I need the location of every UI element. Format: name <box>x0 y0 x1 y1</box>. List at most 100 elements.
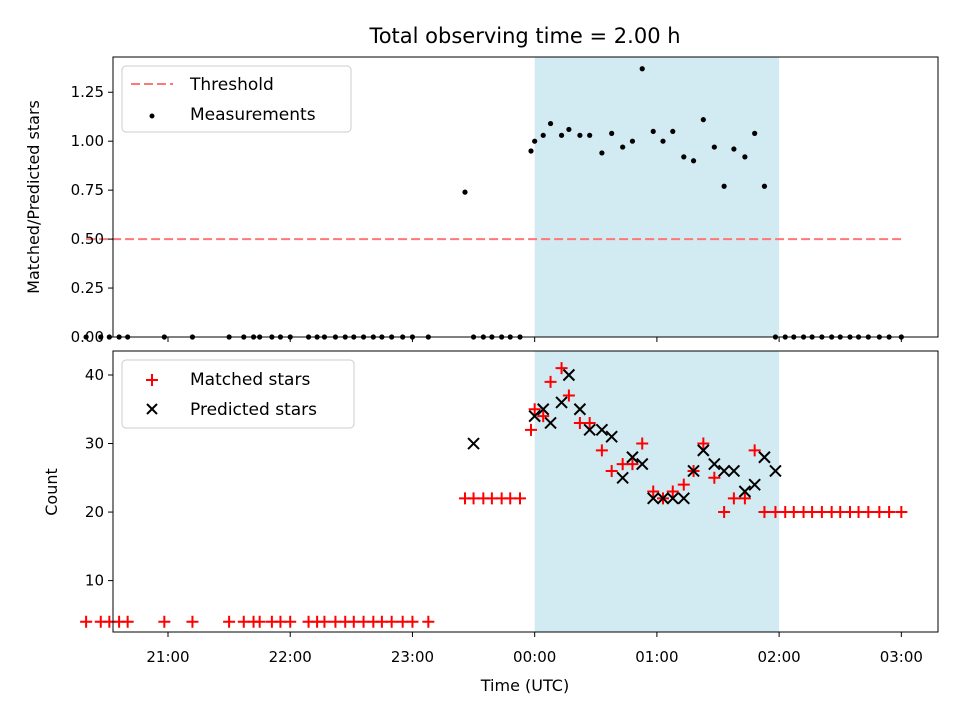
measurement-point <box>742 154 748 160</box>
bottom-y-axis-label: Count <box>42 468 61 516</box>
measurement-point <box>83 334 89 340</box>
top-legend: Threshold Measurements <box>121 65 352 133</box>
legend-threshold-label: Threshold <box>189 75 274 95</box>
top-legend-box <box>121 65 352 133</box>
measurement-point <box>547 120 554 127</box>
measurement-point <box>752 130 758 136</box>
top-y-tick-label: 0.75 <box>71 181 104 199</box>
x-tick-label: 00:00 <box>513 648 556 666</box>
predicted-star-point <box>573 403 587 416</box>
matched-star-point <box>318 615 331 628</box>
matched-star-point <box>738 492 751 505</box>
measurement-point <box>462 189 468 195</box>
predicted-star-point <box>748 478 761 491</box>
matched-star-point <box>647 485 660 498</box>
predicted-star-point <box>636 457 649 471</box>
matched-star-point <box>626 458 639 471</box>
measurement-point <box>620 144 626 150</box>
predicted-star-point <box>656 492 670 505</box>
bottom-y-tick-label: 30 <box>85 435 104 453</box>
predicted-star-point <box>583 423 596 437</box>
predicted-star-point <box>562 368 576 382</box>
matched-star-point <box>758 506 771 519</box>
legend-measurements-label: Measurements <box>190 105 316 125</box>
legend-predicted-label: Predicted stars <box>190 400 317 420</box>
matched-star-point <box>537 410 550 423</box>
matched-star-point <box>385 615 398 628</box>
x-tick-label: 21:00 <box>146 648 189 666</box>
predicted-star-point <box>595 423 609 437</box>
bottom-legend: Matched stars Predicted stars <box>121 359 355 429</box>
measurement-point <box>690 158 697 164</box>
predicted-star-point <box>727 464 741 478</box>
matched-star-point <box>525 423 537 436</box>
measurement-point <box>761 183 768 189</box>
measurement-point <box>660 138 666 144</box>
bottom-axes-frame <box>112 350 939 633</box>
matched-star-point <box>158 615 171 628</box>
measurement-point <box>721 183 727 189</box>
matched-star-point <box>636 437 649 450</box>
measurement-point <box>599 150 605 156</box>
matched-star-point <box>80 615 93 628</box>
matched-star-point <box>708 471 721 484</box>
measurement-point <box>650 128 656 135</box>
top-y-tick-label: 1.00 <box>71 132 104 150</box>
measurement-point <box>629 138 636 144</box>
top-y-tick-label: 0.50 <box>71 230 104 248</box>
measurement-point <box>577 132 583 138</box>
matched-star-point <box>895 506 908 519</box>
measurement-point <box>528 148 534 154</box>
matched-star-point <box>555 362 568 375</box>
bottom-y-tick-label: 40 <box>85 366 104 384</box>
measurement-point <box>700 117 706 123</box>
matched-star-point <box>253 615 266 628</box>
measurement-point <box>540 132 546 138</box>
measurement-point <box>681 154 687 160</box>
predicted-star-point <box>666 492 679 505</box>
x-tick-label: 01:00 <box>635 648 678 666</box>
measurement-point <box>587 132 593 138</box>
measurement-point <box>731 146 737 152</box>
bottom-legend-box <box>121 359 355 429</box>
top-y-tick-label: 1.25 <box>71 83 104 101</box>
matched-star-point <box>666 485 679 498</box>
top-panel: 0.00 0.25 0.50 0.75 1.00 1.25 Matched/Predict… <box>24 56 939 346</box>
matched-star-point <box>544 375 557 388</box>
predicted-star-point <box>708 457 721 471</box>
top-y-tick-label: 0.25 <box>71 279 104 297</box>
x-tick-label: 02:00 <box>757 648 800 666</box>
matched-star-point <box>862 506 875 519</box>
predicted-star-point <box>758 451 771 464</box>
legend-matched-swatch <box>146 374 158 386</box>
measurement-point <box>609 130 615 136</box>
matched-stars-series <box>80 362 908 628</box>
matched-star-point <box>514 492 526 505</box>
bottom-x-ticks: 21:00 22:00 23:00 00:00 01:00 02:00 03:00 <box>146 632 923 666</box>
matched-star-point <box>727 492 740 505</box>
measurement-point <box>711 144 717 150</box>
matched-star-point <box>422 615 435 628</box>
matched-star-point <box>406 615 419 628</box>
bottom-panel: 10 20 30 40 21:00 22:00 23:00 00:00 01:00 02:00 0… <box>42 350 939 695</box>
top-y-axis-label: Matched/Predicted stars <box>24 100 43 294</box>
matched-star-point <box>562 389 575 402</box>
bottom-y-tick-label: 20 <box>85 503 104 521</box>
measurement-point <box>639 66 645 72</box>
predicted-star-point <box>697 444 710 457</box>
x-tick-label: 03:00 <box>880 648 923 666</box>
matched-star-point <box>121 615 134 628</box>
predicted-star-point <box>555 396 568 409</box>
matched-star-point <box>284 615 297 628</box>
top-axes-frame <box>112 56 939 338</box>
predicted-star-point <box>677 492 690 505</box>
predicted-star-point <box>769 464 782 478</box>
predicted-star-point <box>687 464 700 478</box>
chart-title: Total observing time = 2.00 h <box>368 24 680 48</box>
matched-star-point <box>748 444 761 457</box>
matched-star-point <box>595 444 608 457</box>
top-y-ticks: 0.00 0.25 0.50 0.75 1.00 1.25 <box>71 83 113 346</box>
predicted-star-point <box>738 485 752 498</box>
matched-star-point <box>697 437 710 450</box>
